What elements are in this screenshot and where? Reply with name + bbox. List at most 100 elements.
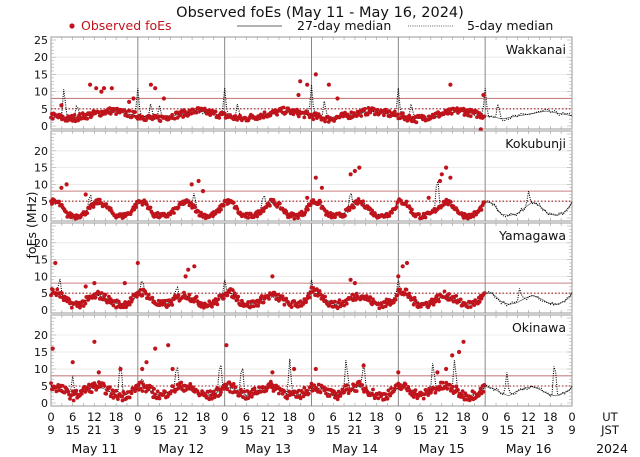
observed-point [447, 292, 451, 296]
x-tick-label-ut: 0 [395, 410, 402, 424]
observed-point [482, 200, 487, 205]
observed-point [134, 205, 138, 210]
observed-point [155, 389, 160, 394]
observed-point [296, 92, 301, 98]
observed-point [261, 300, 266, 305]
observed-point [60, 291, 64, 295]
day-label: May 14 [332, 441, 378, 456]
observed-point [188, 382, 193, 386]
x-tick-label-jst: 9 [568, 423, 575, 437]
observed-point [200, 189, 206, 194]
observed-point [471, 214, 476, 219]
x-tick-label-jst: 15 [326, 423, 341, 437]
x-tick-label-jst: 9 [47, 423, 54, 437]
observed-point [445, 386, 450, 391]
observed-point [421, 396, 426, 401]
observed-point [382, 300, 387, 304]
observed-point [360, 383, 365, 387]
panel-wakkanai: 0 5 10 15 20 25 Wakkanai [34, 34, 573, 133]
observed-point [258, 211, 263, 216]
observed-point [353, 297, 358, 302]
observed-point [275, 112, 279, 117]
observed-point [135, 294, 139, 299]
observed-point [94, 86, 99, 91]
observed-point [57, 199, 61, 204]
observed-point [442, 289, 447, 294]
observed-point [227, 290, 232, 295]
panel-kokubunji: 0 5 10 15 20 Kokubunji [34, 130, 573, 225]
x-tick-label-jst: 3 [199, 423, 206, 437]
observed-point [81, 112, 86, 117]
observed-point [481, 92, 486, 98]
observed-point [62, 390, 67, 395]
observed-point [145, 202, 149, 207]
x-tick-label-jst: 21 [174, 423, 189, 437]
observed-point [257, 385, 261, 389]
x-tick-label-ut: 12 [521, 410, 536, 424]
observed-point [213, 109, 218, 114]
observed-point [338, 394, 343, 398]
observed-point [183, 274, 188, 279]
observed-point [208, 113, 213, 117]
observed-point [99, 291, 104, 295]
observed-point [50, 116, 55, 121]
observed-point [127, 99, 132, 104]
observed-point [194, 110, 199, 115]
y-tick-label: 5 [41, 380, 48, 393]
observed-point [448, 200, 453, 204]
observed-point [140, 389, 145, 393]
x-tick-label-ut: 18 [196, 410, 211, 424]
observed-point [439, 172, 444, 177]
observed-point [102, 384, 107, 388]
observed-point [55, 287, 60, 292]
legend-observed-label: Observed foEs [81, 18, 172, 33]
observed-point [219, 390, 223, 394]
observed-point [189, 182, 194, 187]
observed-point [144, 360, 149, 365]
observed-point [50, 346, 55, 351]
panel-okinawa: 0 5 10 15 20 Okinawa [34, 314, 573, 410]
observed-point [399, 198, 403, 203]
x-tick-label-ut: 6 [416, 410, 423, 424]
observed-point [401, 111, 405, 116]
observed-point [461, 339, 466, 344]
observed-point [344, 301, 349, 306]
observed-point [270, 370, 275, 375]
observed-point [383, 392, 388, 397]
observed-point [96, 370, 101, 375]
observed-point [396, 370, 401, 375]
observed-point [357, 165, 362, 170]
x-tick-label-ut: 18 [369, 410, 384, 424]
observed-point [460, 389, 465, 393]
observed-point [122, 392, 127, 396]
observed-point [50, 202, 54, 206]
observed-point [129, 391, 134, 396]
observed-point [327, 394, 332, 398]
observed-point [403, 382, 408, 387]
observed-point [130, 114, 135, 119]
observed-point [163, 389, 167, 394]
y-tick-label: 15 [34, 68, 48, 81]
observed-point [396, 274, 401, 279]
observed-point [413, 388, 418, 392]
observed-point [365, 112, 370, 117]
observed-point [109, 392, 114, 396]
observed-point [122, 281, 127, 286]
observed-point [235, 297, 240, 302]
observed-point [111, 303, 116, 308]
observed-point [292, 216, 297, 221]
observed-point [468, 114, 473, 119]
station-label: Kokubunji [505, 136, 566, 151]
observed-point [211, 389, 216, 394]
observed-point [450, 353, 455, 358]
observed-point [217, 116, 222, 120]
observed-point [449, 111, 454, 116]
y-tick-label: 20 [34, 237, 48, 250]
observed-point [291, 112, 296, 117]
jst-label: JST [600, 423, 620, 437]
y-tick-label: 5 [41, 103, 48, 116]
observed-point [86, 298, 90, 302]
observed-point [446, 202, 450, 207]
observed-point [97, 291, 101, 296]
legend-5day-label: 5-day median [467, 18, 553, 33]
